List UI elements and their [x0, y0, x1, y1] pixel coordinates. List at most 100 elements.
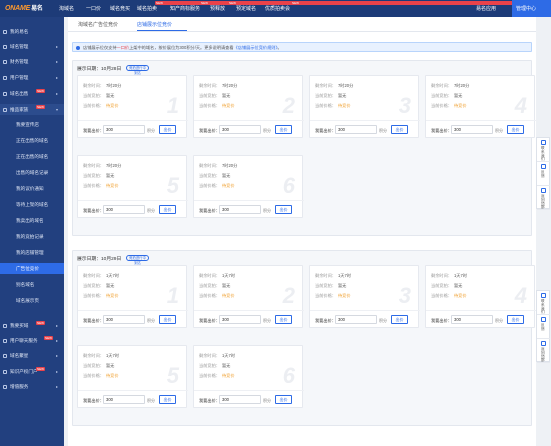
remaining-value: 1天7时 — [105, 273, 119, 278]
sidebar-item-label: 域名聚星 — [10, 353, 29, 358]
bid-unit: 积分 — [147, 318, 155, 323]
sidebar-item[interactable]: 我的易名 — [0, 26, 64, 37]
tabs-divider — [68, 31, 536, 32]
bid-footer: 我要出价： 300 积分 出价 — [78, 310, 188, 329]
sidebar-item[interactable]: 知识产权门户 ▸ NEW — [0, 366, 64, 377]
current-bidder: 当前竞拍： 暂无 — [431, 93, 462, 99]
tab-domain-ad-bidding[interactable]: 淘域名广告位竞价 — [78, 22, 119, 28]
sidebar-item[interactable]: 增值服务 ▸ — [0, 381, 64, 392]
remaining-label: 剩余时间： — [315, 273, 336, 278]
floating-button[interactable]: 返回顶部 — [537, 186, 550, 210]
current-price: 当前价格： 待竞价 — [83, 103, 119, 109]
bid-amount-input[interactable]: 300 — [103, 315, 145, 324]
remaining-label: 剩余时间： — [199, 163, 220, 168]
current-price-value: 待竞价 — [105, 373, 119, 378]
bid-amount-input[interactable]: 300 — [103, 205, 145, 214]
admin-center-button[interactable]: 管理中心 — [512, 0, 551, 17]
nav-item[interactable]: 域名竞买 — [110, 6, 131, 12]
remaining-value: 1天7时 — [221, 273, 235, 278]
menu-icon — [3, 29, 7, 34]
current-price: 当前价格： 待竞价 — [199, 373, 235, 379]
bid-amount-input[interactable]: 300 — [451, 315, 493, 324]
floating-button[interactable]: 反馈 — [537, 315, 550, 339]
place-bid-button[interactable]: 出价 — [275, 205, 292, 214]
sidebar-sub-item[interactable]: 我卖出的域名 — [16, 218, 44, 223]
sidebar-item[interactable]: 用户管理 ▸ — [0, 72, 64, 83]
place-bid-button[interactable]: 出价 — [159, 315, 176, 324]
place-bid-button[interactable]: 出价 — [507, 125, 524, 134]
floating-toolbar: 联系我们 反馈 返回顶部 — [536, 137, 550, 210]
nav-item[interactable]: 优质拍卖会 — [265, 6, 291, 12]
nav-item[interactable]: 知产商标服务 — [170, 6, 201, 12]
nav-item[interactable]: 预定域名 — [236, 6, 257, 12]
place-bid-button[interactable]: 出价 — [391, 125, 408, 134]
slot-number: 2 — [282, 93, 295, 118]
bid-amount-input[interactable]: 300 — [335, 315, 377, 324]
bid-amount-input[interactable]: 300 — [219, 315, 261, 324]
sidebar-sub-item[interactable]: 域名展示页 — [16, 298, 39, 303]
sidebar-item[interactable]: 财务管理 ▸ — [0, 56, 64, 67]
sidebar-item[interactable]: 域名出售 ▸ NEW — [0, 88, 64, 99]
place-bid-button[interactable]: 出价 — [507, 315, 524, 324]
floating-button[interactable]: 联系我们 — [537, 138, 550, 162]
bid-slot-card: 3 剩余时间： 1天7时 当前竞拍： 暂无 当前价格： 待竞价 我要出价： 300 积分 出价 — [309, 265, 420, 328]
place-bid-button[interactable]: 出价 — [275, 125, 292, 134]
bid-amount-input[interactable]: 300 — [103, 125, 145, 134]
bid-amount-input[interactable]: 300 — [335, 125, 377, 134]
place-bid-button[interactable]: 出价 — [275, 395, 292, 404]
rules-link[interactable]: 《店铺展示位竞价规则》 — [233, 45, 278, 50]
sidebar-sub-item[interactable]: 出售的域名记录 — [16, 170, 49, 175]
sidebar-item[interactable]: 我要买域 ▸ NEW — [0, 320, 64, 331]
sidebar-item-label: 推品家族 — [10, 107, 29, 112]
notice-bar: 店铺展示位仅支持一口价上架中的域名，按价展位为300积分/天。更多说明请查看《店… — [72, 42, 532, 52]
sidebar-sub-item[interactable]: 别名域名 — [16, 282, 35, 287]
apps-menu[interactable]: 易名应用 — [476, 6, 497, 12]
current-bidder-label: 当前竞拍： — [431, 283, 452, 288]
tab-shop-display-bidding[interactable]: 店铺展示位竞价 — [137, 22, 173, 28]
nav-item[interactable]: 预释放 — [210, 6, 226, 12]
bid-amount-input[interactable]: 300 — [219, 125, 261, 134]
current-bidder-label: 当前竞拍： — [199, 283, 220, 288]
sidebar-sub-item[interactable]: 我的竞拍记录 — [16, 234, 44, 239]
bid-amount-input[interactable]: 300 — [219, 395, 261, 404]
sidebar-sub-item[interactable]: 我要宣传店 — [16, 122, 39, 127]
place-bid-button[interactable]: 出价 — [159, 125, 176, 134]
current-bidder: 当前竞拍： 暂无 — [83, 283, 114, 289]
sidebar-item[interactable]: 推品家族 ▾ NEW — [0, 104, 64, 115]
remaining-value: 1天7时 — [453, 273, 467, 278]
remaining-label: 剩余时间： — [83, 163, 104, 168]
floating-button[interactable]: 反馈 — [537, 162, 550, 186]
remaining-value: 1天7时 — [221, 353, 235, 358]
current-price-value: 待竞价 — [453, 293, 467, 298]
sidebar-sub-item-active[interactable]: 广告位竞价 — [0, 263, 64, 274]
current-price: 当前价格： 待竞价 — [199, 103, 235, 109]
sidebar-item-label: 域名管理 — [10, 44, 29, 49]
place-bid-button[interactable]: 出价 — [159, 205, 176, 214]
floating-button[interactable]: 联系我们 — [537, 291, 550, 315]
logo[interactable]: ONAME易名 — [5, 5, 43, 12]
place-bid-button[interactable]: 出价 — [159, 395, 176, 404]
bid-footer: 我要出价： 300 积分 出价 — [78, 200, 188, 219]
floating-button[interactable]: 返回顶部 — [537, 339, 550, 363]
sidebar-sub-item[interactable]: 等待上架的域名 — [16, 202, 49, 207]
current-price-label: 当前价格： — [83, 183, 104, 188]
bid-amount-input[interactable]: 300 — [103, 395, 145, 404]
floating-button-label: 联系我们 — [541, 299, 545, 315]
sidebar-item[interactable]: 用户聊天服务 ▸ NEW — [0, 335, 64, 346]
sidebar-sub-item[interactable]: 我的店铺管理 — [16, 250, 44, 255]
display-date: 展示日期：10月29日 — [77, 257, 122, 262]
sidebar-sub-item[interactable]: 正在出售的域名 — [16, 138, 49, 143]
bid-amount-input[interactable]: 300 — [451, 125, 493, 134]
sidebar-item[interactable]: 域名管理 ▸ — [0, 41, 64, 52]
sidebar-sub-item[interactable]: 正在出售的域名 — [16, 154, 49, 159]
bid-unit: 积分 — [263, 128, 271, 133]
nav-item[interactable]: 淘域名 — [59, 6, 75, 12]
nav-item[interactable]: 一口价 — [86, 6, 102, 12]
place-bid-button[interactable]: 出价 — [275, 315, 292, 324]
bid-amount-input[interactable]: 300 — [219, 205, 261, 214]
nav-item[interactable]: 域名拍卖 — [137, 6, 158, 12]
sidebar-sub-item[interactable]: 我的议价通知 — [16, 186, 44, 191]
slot-number: 3 — [398, 283, 411, 308]
sidebar-item[interactable]: 域名聚星 ▸ — [0, 350, 64, 361]
place-bid-button[interactable]: 出价 — [391, 315, 408, 324]
